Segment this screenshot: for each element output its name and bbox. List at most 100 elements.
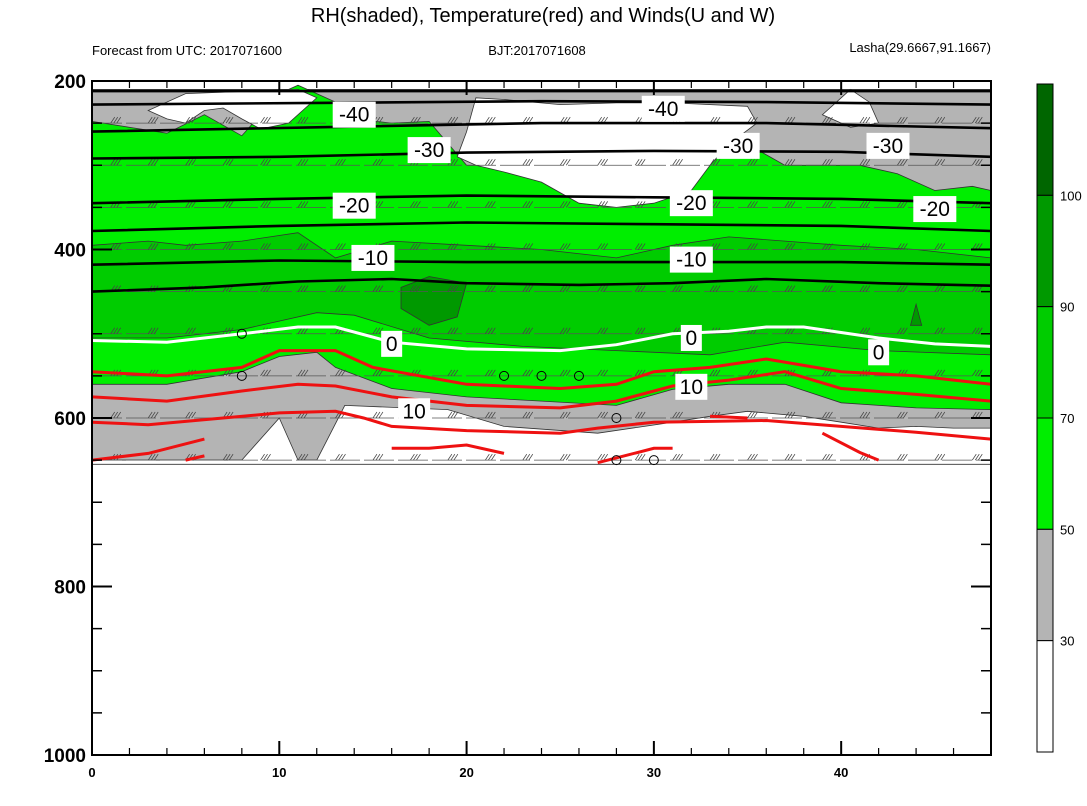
wind-barb [903,116,908,124]
wind-barb [375,116,381,124]
wind-barb [940,327,946,334]
colorbar-segment [1036,640,1054,753]
wind-barb [859,327,865,334]
wind-barb [335,285,340,292]
wind-barb [522,285,528,292]
wind-barb [974,159,980,166]
wind-barb [375,159,381,166]
wind-barb [934,411,940,419]
wind-barb [303,116,309,124]
wind-barb [640,201,646,208]
plot-area: -40 -40 -30 -30 -30 -20 -20 -20 -10 -10 0 0 0 10 10 [92,81,991,755]
contour-labels: -40 -40 -30 -30 -30 -20 -20 -20 -10 -10 0 0 0 10 10 [332,95,957,425]
isotherm-zero [92,325,991,353]
wind-barb [712,201,718,208]
wind-barb [191,116,196,124]
wind-barb [303,327,309,334]
wind-barb [603,159,608,166]
contour-label-box [669,246,713,273]
contour-label: 0 [873,341,885,364]
wind-barb [862,243,868,250]
wind-barb [341,369,346,377]
wind-barb [375,201,381,208]
rh-region [147,88,318,130]
wind-barb [715,453,721,461]
calm-wind-markers [236,328,659,466]
wind-barb [787,116,793,124]
isotherm-red [821,431,880,462]
wind-barb [559,411,565,419]
wind-barb [678,411,683,419]
contour-label-box [866,132,910,159]
wind-barb [597,159,602,166]
isotherm-black [92,277,991,293]
wind-barb [266,159,271,166]
wind-barb [188,327,193,334]
wind-barb [225,116,231,124]
wind-barb [338,159,343,166]
wind-barb [116,116,122,124]
wind-barb [862,327,868,334]
wind-barb [715,243,721,250]
wind-barb [787,327,793,334]
wind-barb [491,116,496,124]
isotherm-black [92,99,991,106]
wind-barb [971,453,977,461]
wind-barb [600,243,605,250]
wind-barb [413,285,418,292]
wind-barb [940,116,946,124]
wind-barb [828,116,833,124]
wind-barb [416,243,421,250]
wind-barb [712,369,718,377]
wind-barb [450,285,456,292]
wind-barb [453,327,459,334]
wind-barb [597,411,602,419]
wind-barb [784,411,790,419]
wind-barb [266,116,271,124]
wind-barb [453,159,459,166]
wind-barb [637,201,643,208]
wind-barb [453,243,459,250]
wind-barb [828,453,833,461]
wind-barb [416,116,421,124]
colorbar-label: 70 [1060,411,1074,426]
colorbar-segment [1036,528,1054,642]
wind-barb [634,285,640,292]
wind-barb [447,285,453,292]
wind-barb [562,201,568,208]
wind-barb [528,327,534,334]
wind-barb [859,201,865,208]
contour-label-box [332,192,376,219]
wind-barb [750,369,755,377]
wind-barb [790,327,796,334]
isotherm-red [597,446,673,465]
wind-barb [897,159,902,166]
wind-barb [747,411,752,419]
contour-label-box [407,137,451,164]
wind-barb [222,201,228,208]
wind-barb [715,369,721,377]
wind-barb [300,453,306,461]
wind-barb [900,453,905,461]
wind-barb [450,369,456,377]
wind-barb [937,411,943,419]
wind-barb [637,243,643,250]
wind-barb [485,453,490,461]
wind-barb [634,327,640,334]
wind-barb [150,116,156,124]
wind-barb [525,201,531,208]
wind-barb [562,243,568,250]
wind-barb [565,201,571,208]
wind-barb [790,116,796,124]
wind-barb [600,411,605,419]
wind-barb [715,285,721,292]
wind-barb [784,285,790,292]
wind-barb [453,369,459,377]
wind-barb [150,411,156,419]
wind-barb [225,327,231,334]
wind-barb [600,369,605,377]
wind-barb [447,369,453,377]
wind-barb [784,243,790,250]
wind-barb [784,116,790,124]
contour-label: -20 [676,192,706,215]
